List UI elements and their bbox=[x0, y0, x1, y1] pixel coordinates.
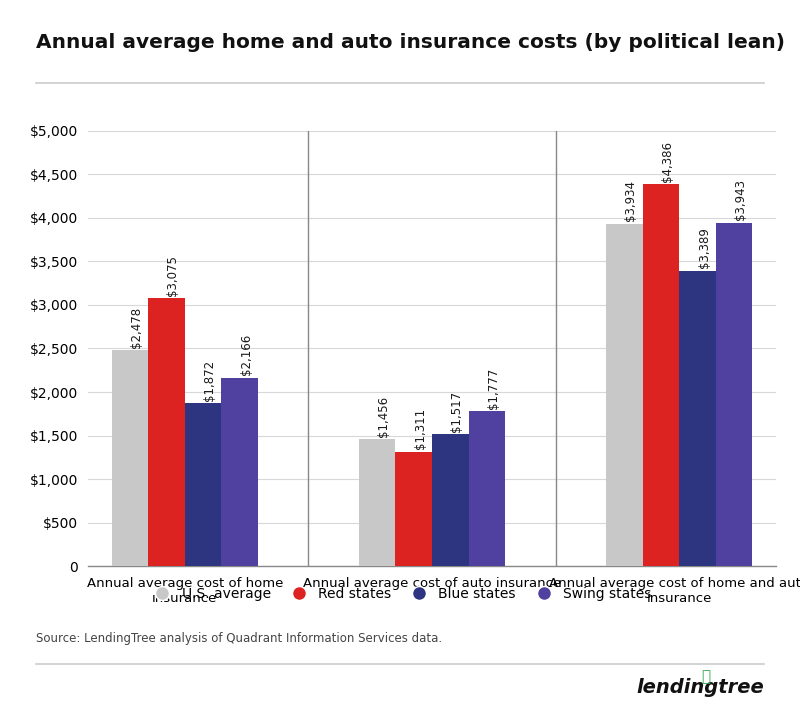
Bar bbox=[642, 184, 679, 566]
Bar bbox=[222, 378, 258, 566]
Text: $3,389: $3,389 bbox=[698, 227, 710, 269]
Bar bbox=[679, 271, 716, 566]
Text: $1,517: $1,517 bbox=[450, 391, 463, 431]
Legend: U.S. average, Red states, Blue states, Swing states: U.S. average, Red states, Blue states, S… bbox=[143, 582, 657, 606]
Text: Source: LendingTree analysis of Quadrant Information Services data.: Source: LendingTree analysis of Quadrant… bbox=[36, 632, 442, 645]
Text: $2,478: $2,478 bbox=[130, 306, 143, 348]
Bar bbox=[606, 224, 642, 566]
Text: 🌿: 🌿 bbox=[702, 669, 710, 684]
Bar bbox=[716, 223, 752, 566]
Text: $1,872: $1,872 bbox=[203, 359, 216, 401]
Text: $1,777: $1,777 bbox=[487, 367, 500, 409]
Bar bbox=[148, 298, 185, 566]
Text: $3,943: $3,943 bbox=[734, 179, 747, 220]
Bar bbox=[359, 439, 395, 566]
Text: $3,075: $3,075 bbox=[166, 255, 179, 295]
Text: $1,311: $1,311 bbox=[414, 408, 426, 449]
Text: $4,386: $4,386 bbox=[661, 141, 674, 182]
Text: lendingtree: lendingtree bbox=[636, 678, 764, 697]
Bar bbox=[395, 452, 432, 566]
Bar bbox=[432, 434, 469, 566]
Bar bbox=[112, 351, 148, 566]
Text: $1,456: $1,456 bbox=[377, 396, 390, 437]
Text: Annual average home and auto insurance costs (by political lean): Annual average home and auto insurance c… bbox=[36, 33, 785, 52]
Bar bbox=[469, 412, 505, 566]
Bar bbox=[185, 403, 222, 566]
Text: $3,934: $3,934 bbox=[625, 180, 638, 221]
Text: $2,166: $2,166 bbox=[239, 334, 253, 375]
